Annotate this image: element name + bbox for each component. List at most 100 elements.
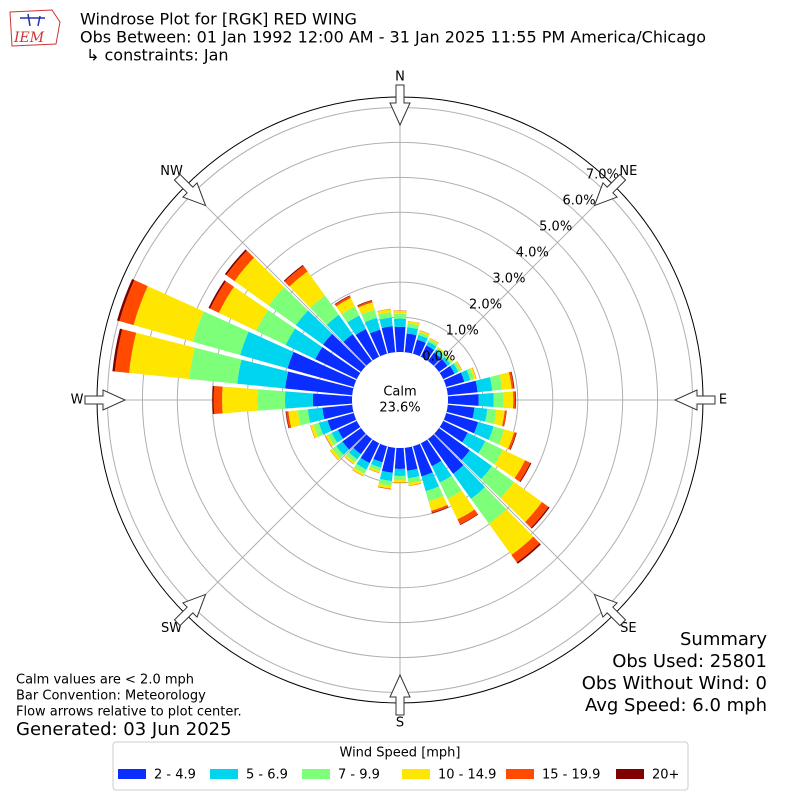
- summary-title: Summary: [680, 629, 767, 650]
- bar-segment: [437, 346, 446, 355]
- r-tick-label: 1.0%: [446, 323, 479, 338]
- bar-segment: [441, 356, 451, 366]
- bar-segment: [323, 333, 366, 372]
- bar-segment: [373, 443, 388, 463]
- bar-segment: [371, 459, 383, 468]
- bar-segment: [226, 250, 255, 282]
- bar-segment: [129, 332, 195, 379]
- bar-segment: [286, 411, 292, 429]
- grid-spoke: [433, 185, 615, 367]
- bar-segment: [445, 354, 454, 363]
- bar-segment: [498, 429, 515, 449]
- bar-segment: [502, 410, 507, 427]
- bar-segment: [461, 450, 493, 480]
- bar-segment: [519, 462, 532, 483]
- bar-segment: [510, 371, 515, 389]
- legend-swatch: [302, 769, 330, 779]
- bar-segment: [478, 392, 494, 408]
- direction-label: S: [396, 716, 404, 731]
- bar-segment: [234, 257, 285, 306]
- grid-spoke: [185, 185, 367, 367]
- bar-segment: [416, 334, 428, 343]
- summary-line: Obs Used: 25801: [612, 651, 767, 672]
- bar-segment: [446, 380, 478, 396]
- bar-segment: [407, 323, 420, 330]
- bar-segment: [284, 265, 308, 287]
- bar-segment: [443, 412, 479, 434]
- legend-box: [112, 741, 689, 791]
- bar-segment: [284, 391, 314, 409]
- bar-segment: [453, 465, 486, 499]
- legend-label: 2 - 4.9: [154, 768, 196, 783]
- bar-segment: [434, 349, 444, 359]
- bar-segment: [355, 329, 380, 361]
- bar-segment: [307, 407, 325, 423]
- bar-segment: [256, 309, 296, 345]
- bar-segment: [361, 309, 377, 323]
- bar-segment: [377, 309, 392, 315]
- bar-segment: [330, 448, 341, 461]
- note: Bar Convention: Meteorology: [16, 689, 206, 704]
- bar-segment: [377, 486, 392, 490]
- bar-segment: [285, 411, 290, 429]
- bar-segment: [364, 317, 381, 334]
- summary-line: Avg Speed: 6.0 mph: [585, 695, 767, 716]
- bar-segment: [472, 367, 477, 379]
- constraints: ↳ constraints: Jan: [86, 46, 229, 65]
- r-tick-label: 5.0%: [539, 220, 572, 235]
- flow-arrow: [173, 593, 207, 627]
- bar-segment: [208, 280, 226, 309]
- bar-segment: [407, 468, 420, 479]
- flow-arrow: [673, 389, 716, 411]
- bar-segment: [378, 312, 392, 320]
- bar-segment: [369, 464, 381, 472]
- bar-segment: [444, 355, 453, 364]
- bar-segment: [368, 467, 381, 473]
- bar-segment: [494, 449, 526, 479]
- direction-label: E: [719, 393, 727, 408]
- legend-swatch: [118, 769, 146, 779]
- bar-segment: [407, 476, 421, 483]
- bar-segment: [353, 434, 372, 455]
- bar-segment: [310, 424, 319, 439]
- bar-segment: [377, 308, 391, 312]
- bar-segment: [509, 432, 517, 450]
- bar-segment: [426, 341, 437, 350]
- bar-segment: [356, 457, 370, 470]
- bar-segment: [326, 314, 353, 342]
- bar-segment: [418, 332, 429, 339]
- bar-segment: [315, 346, 361, 380]
- bar-segment: [325, 435, 332, 447]
- r-tick-label: 3.0%: [492, 272, 525, 287]
- bar-segment: [394, 447, 406, 469]
- bar-segment: [489, 374, 503, 391]
- bar-segment: [499, 372, 512, 390]
- legend-swatch: [506, 769, 534, 779]
- bar-segment: [393, 318, 407, 328]
- bar-segment: [329, 450, 339, 461]
- bar-segment: [393, 310, 407, 312]
- bar-segment: [439, 475, 462, 499]
- bar-segment: [530, 506, 550, 529]
- bar-segment: [114, 329, 137, 373]
- bar-segment: [325, 434, 334, 447]
- bar-segment: [472, 407, 488, 422]
- bar-segment: [428, 339, 438, 347]
- bar-segment: [334, 295, 350, 305]
- bar-segment: [515, 391, 517, 409]
- bar-segment: [428, 495, 448, 511]
- bar-segment: [439, 420, 468, 443]
- bar-segment: [337, 420, 361, 439]
- r-tick-label: 2.0%: [469, 297, 502, 312]
- bar-segment: [478, 441, 504, 465]
- bar-segment: [473, 421, 494, 441]
- bar-segment: [459, 514, 479, 526]
- bar-segment: [357, 299, 373, 306]
- bar-segment: [404, 333, 417, 354]
- bar-segment: [420, 345, 435, 361]
- bar-segment: [419, 330, 430, 336]
- direction-label: W: [71, 393, 84, 408]
- bar-segment: [240, 331, 294, 369]
